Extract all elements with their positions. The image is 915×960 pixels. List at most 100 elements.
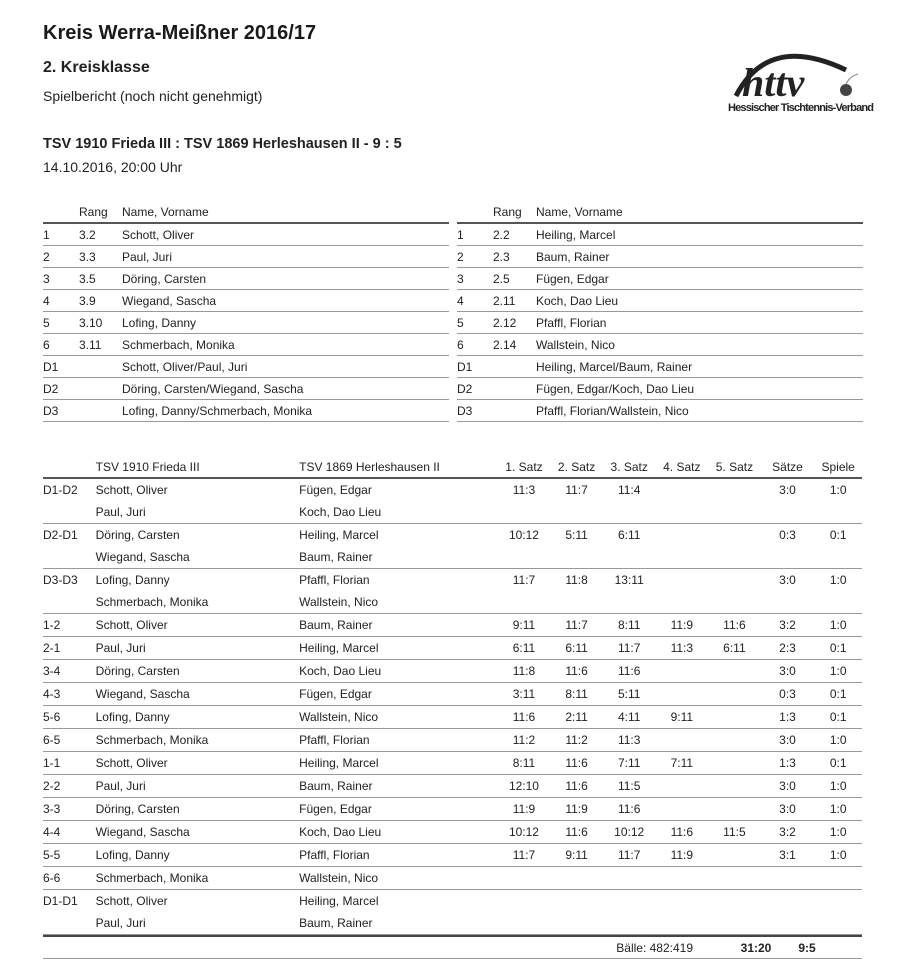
player-row: 5 3.10 Lofing, Danny: [43, 312, 449, 334]
game-code: D3-D3: [43, 573, 78, 587]
player-pos: 3: [43, 271, 50, 286]
game-row: 1-2 Schott, Oliver Baum, Rainer 9:11 11:7 8:1…: [43, 614, 862, 637]
set-score: 11:8: [565, 573, 588, 587]
game-code: D1-D2: [43, 483, 78, 497]
player-rank: 3.11: [79, 337, 102, 352]
player-pos: D3: [43, 403, 59, 418]
player-pos: D1: [457, 359, 473, 374]
away-player: Baum, Rainer: [299, 779, 373, 793]
game-saetze: 3:1: [779, 848, 796, 862]
game-line: 4-3 Wiegand, Sascha Fügen, Edgar 3:11 8:11 5:…: [43, 683, 862, 705]
player-row: D1 Heiling, Marcel/Baum, Rainer: [457, 356, 863, 378]
away-player: Wallstein, Nico: [299, 710, 379, 724]
player-name: Paul, Juri: [122, 249, 173, 264]
away-player: Koch, Dao Lieu: [299, 825, 382, 839]
games-header-cell: 3. Satz: [610, 460, 648, 474]
game-spiele: 1:0: [829, 733, 847, 747]
total-balls: Bälle: 482:419: [616, 940, 693, 955]
set-score: 12:10: [508, 779, 539, 793]
player-row: 6 3.11 Schmerbach, Monika: [43, 334, 449, 356]
away-player: Heiling, Marcel: [299, 641, 379, 655]
game-spiele: 1:0: [829, 483, 847, 497]
away-player: Heiling, Marcel: [299, 528, 379, 542]
games-header-cell: 1. Satz: [505, 460, 543, 474]
game-code: 4-4: [43, 825, 61, 839]
games-header-cell: Sätze: [772, 460, 803, 474]
set-score: 11:2: [512, 733, 536, 747]
set-score: 10:12: [614, 825, 645, 839]
game-line: Schmerbach, Monika Wallstein, Nico: [43, 591, 862, 613]
game-saetze: 3:0: [779, 664, 796, 678]
home-player: Schmerbach, Monika: [95, 733, 209, 747]
player-row: 6 2.14 Wallstein, Nico: [457, 334, 863, 356]
player-pos: D2: [457, 381, 473, 396]
player-row: 2 2.3 Baum, Rainer: [457, 246, 863, 268]
set-score: 8:11: [617, 618, 641, 632]
home-player: Döring, Carsten: [95, 802, 180, 816]
header-rank: Rang: [79, 205, 108, 219]
player-pos: 1: [457, 227, 464, 242]
game-line: 5-6 Lofing, Danny Wallstein, Nico 11:6 2:11 4…: [43, 706, 862, 728]
player-pos: 3: [457, 271, 464, 286]
set-score: 9:11: [512, 618, 536, 632]
home-player: Lofing, Danny: [95, 573, 170, 587]
away-player: Heiling, Marcel: [299, 894, 379, 908]
set-score: 13:11: [614, 573, 644, 587]
player-name: Heiling, Marcel/Baum, Rainer: [536, 359, 693, 374]
game-saetze: 3:0: [779, 733, 796, 747]
match-title: TSV 1910 Frieda III : TSV 1869 Herleshau…: [43, 136, 402, 152]
player-name: Koch, Dao Lieu: [536, 293, 619, 308]
home-player: Döring, Carsten: [95, 528, 180, 542]
game-line: 2-1 Paul, Juri Heiling, Marcel 6:11 6:11 11:7…: [43, 637, 862, 659]
home-player: Schott, Oliver: [95, 894, 168, 908]
header-name: Name, Vorname: [122, 205, 209, 219]
set-score: 6:11: [512, 641, 536, 655]
player-pos: D3: [457, 403, 473, 418]
game-saetze: 1:3: [779, 756, 796, 770]
player-row: 1 2.2 Heiling, Marcel: [457, 224, 863, 246]
set-score: 11:7: [617, 641, 641, 655]
set-score: 11:6: [565, 664, 588, 678]
player-name: Pfaffl, Florian: [536, 315, 607, 330]
home-player: Paul, Juri: [95, 505, 146, 519]
game-saetze: 3:0: [779, 483, 796, 497]
game-row: D3-D3 Lofing, Danny Pfaffl, Florian 11:7 11:…: [43, 569, 862, 614]
game-code: 2-2: [43, 779, 61, 793]
player-rank: 3.3: [79, 249, 96, 264]
league-name: 2. Kreisklasse: [43, 59, 150, 76]
away-player: Baum, Rainer: [299, 550, 373, 564]
game-spiele: 1:0: [829, 618, 847, 632]
player-rank: 2.3: [493, 249, 510, 264]
set-score: 11:6: [670, 825, 694, 839]
player-name: Fügen, Edgar: [536, 271, 609, 286]
away-player: Koch, Dao Lieu: [299, 664, 382, 678]
set-score: 11:9: [512, 802, 536, 816]
game-row: 6-6 Schmerbach, Monika Wallstein, Nico: [43, 867, 862, 890]
home-player: Döring, Carsten: [95, 664, 180, 678]
game-row: 6-5 Schmerbach, Monika Pfaffl, Florian 11:2…: [43, 729, 862, 752]
set-score: 3:11: [512, 687, 536, 701]
set-score: 11:6: [565, 756, 588, 770]
game-line: 1-2 Schott, Oliver Baum, Rainer 9:11 11:7 8:1…: [43, 614, 862, 636]
game-line: 3-4 Döring, Carsten Koch, Dao Lieu 11:8 11:6…: [43, 660, 862, 682]
set-score: 11:5: [617, 779, 641, 793]
game-spiele: 1:0: [829, 779, 847, 793]
game-code: 6-5: [43, 733, 61, 747]
player-name: Schott, Oliver/Paul, Juri: [122, 359, 248, 374]
game-line: 6-5 Schmerbach, Monika Pfaffl, Florian 11:2…: [43, 729, 862, 751]
report-status: Spielbericht (noch nicht genehmigt): [43, 88, 263, 104]
player-name: Fügen, Edgar/Koch, Dao Lieu: [536, 381, 695, 396]
game-code: D2-D1: [43, 528, 78, 542]
player-pos: 5: [457, 315, 464, 330]
home-player: Paul, Juri: [95, 916, 146, 930]
player-pos: 4: [43, 293, 50, 308]
game-code: 6-6: [43, 871, 61, 885]
game-code: 2-1: [43, 641, 61, 655]
game-row: 3-3 Döring, Carsten Fügen, Edgar 11:9 11:9 11…: [43, 798, 862, 821]
game-line: 1-1 Schott, Oliver Heiling, Marcel 8:11 11:6…: [43, 752, 862, 774]
away-player: Pfaffl, Florian: [299, 848, 370, 862]
game-line: D1-D2 Schott, Oliver Fügen, Edgar 11:3 11:7 1…: [43, 479, 862, 501]
set-score: 11:3: [617, 733, 641, 747]
player-row: 3 3.5 Döring, Carsten: [43, 268, 449, 290]
set-score: 11:8: [512, 664, 536, 678]
